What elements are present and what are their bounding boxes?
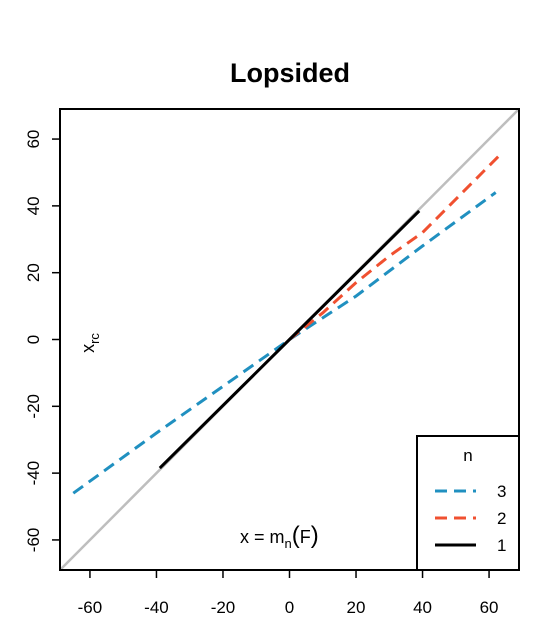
- y-tick-label: -40: [24, 461, 43, 486]
- legend-box: [416, 435, 520, 571]
- plot-area: [59, 108, 520, 571]
- x-label-subscript: n: [285, 536, 292, 551]
- legend-title: n: [463, 446, 472, 465]
- x-tick-label: -20: [211, 598, 236, 617]
- svg-text:x = mn(F): x = mn(F): [240, 522, 319, 551]
- y-axis: -60 -40 -20 0 20 40 60: [24, 130, 60, 553]
- legend-label-1: 1: [497, 536, 506, 555]
- x-tick-label: 0: [285, 598, 294, 617]
- series-line-1: [158, 209, 421, 470]
- series-layer: [72, 151, 504, 495]
- x-label-open-paren: (: [292, 522, 300, 549]
- series-line-3: [72, 191, 497, 495]
- x-tick-label: -60: [78, 598, 103, 617]
- legend-label-3: 3: [497, 482, 506, 501]
- x-label-close-paren: ): [311, 522, 319, 549]
- y-tick-label: 0: [24, 335, 43, 344]
- x-label-argument: F: [300, 527, 311, 547]
- x-tick-label: 20: [347, 598, 366, 617]
- legend: n 3 2 1: [416, 435, 520, 571]
- x-tick-label: 40: [413, 598, 432, 617]
- y-axis-label: xrc: [78, 333, 102, 353]
- series-line-2: [288, 151, 504, 341]
- x-axis-label: x = mn(F): [240, 522, 319, 551]
- x-tick-label: 60: [480, 598, 499, 617]
- y-axis-label-base: x: [78, 344, 98, 353]
- y-axis-label-subscript: rc: [87, 333, 102, 344]
- y-tick-label: 60: [24, 130, 43, 149]
- y-tick-label: 20: [24, 263, 43, 282]
- svg-text:xrc: xrc: [78, 333, 102, 353]
- x-label-lhs: x = m: [240, 527, 285, 547]
- x-tick-label: -40: [144, 598, 169, 617]
- y-tick-label: -20: [24, 394, 43, 419]
- legend-items: 3 2 1: [435, 482, 506, 555]
- legend-label-2: 2: [497, 509, 506, 528]
- y-tick-label: -60: [24, 528, 43, 553]
- chart-title: Lopsided: [230, 58, 350, 88]
- y-tick-label: 40: [24, 196, 43, 215]
- x-axis: -60 -40 -20 0 20 40 60: [78, 570, 499, 617]
